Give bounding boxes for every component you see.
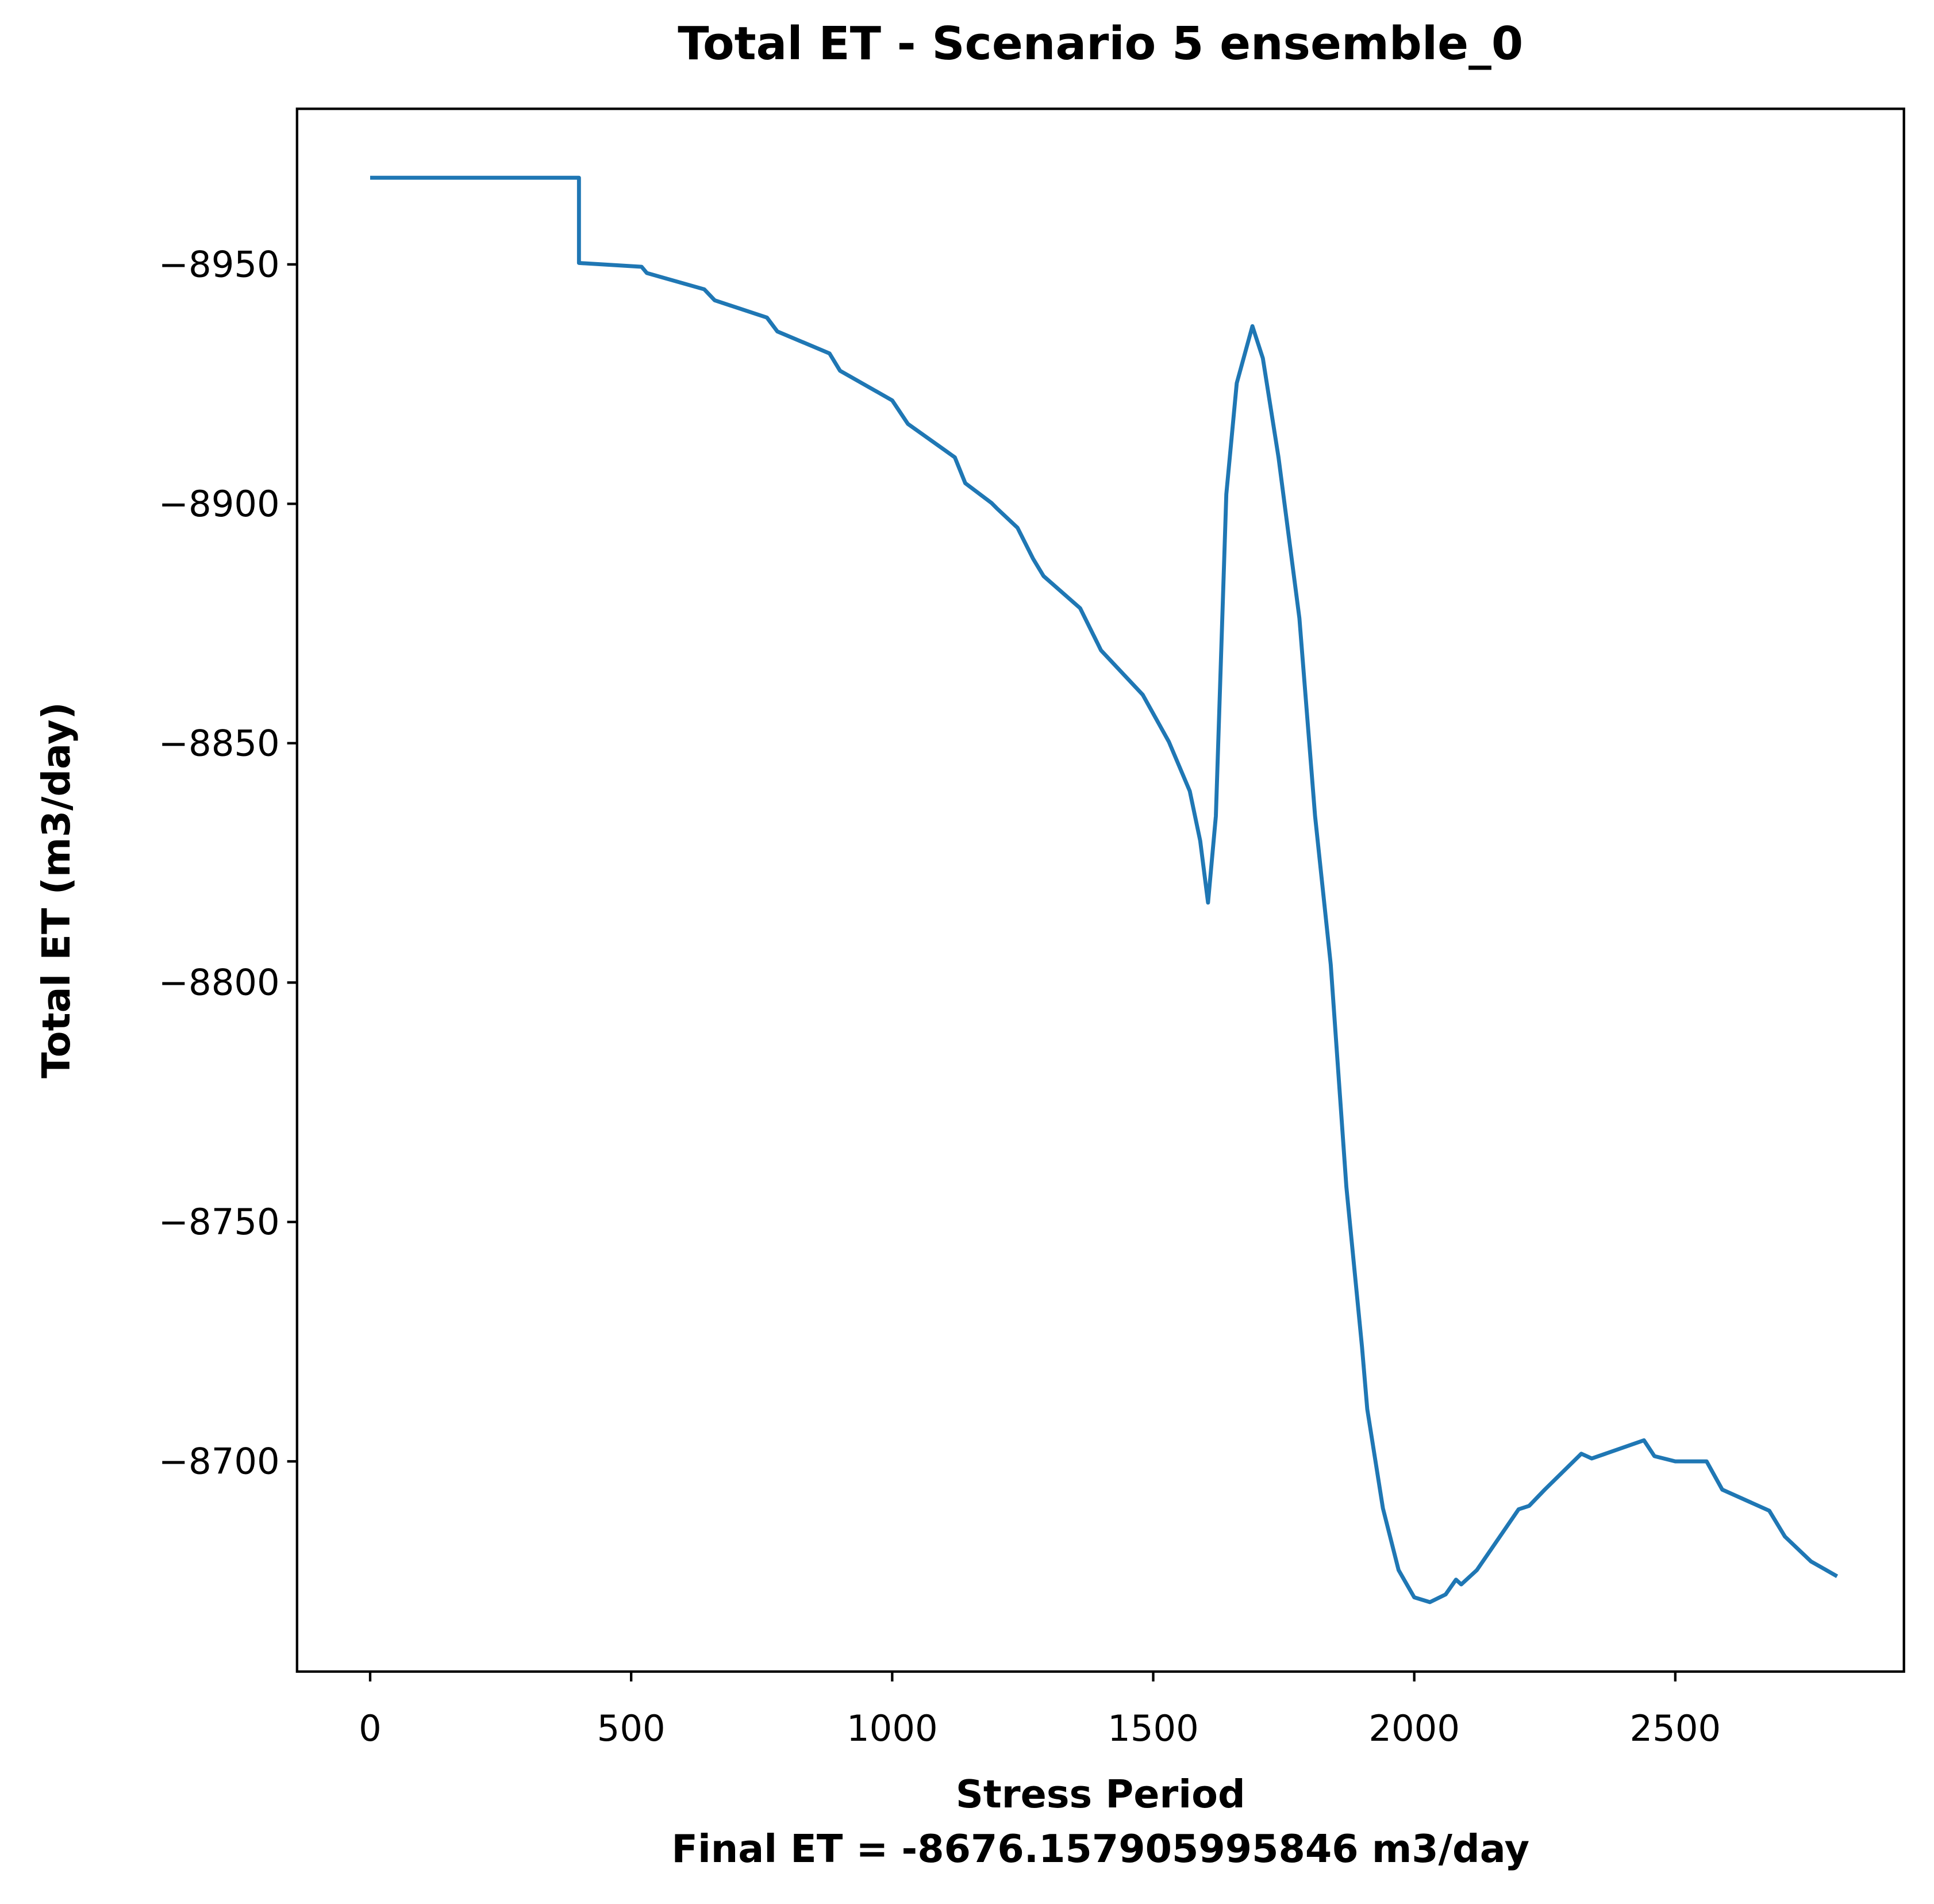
x-axis-label: Stress Period (956, 1772, 1245, 1817)
y-tick-label: −8700 (159, 1441, 280, 1483)
annotation: Final ET = -8676.157905995846 m3/day (671, 1826, 1529, 1871)
y-tick-label: −8800 (159, 962, 280, 1004)
x-tick-label: 2000 (1368, 1707, 1460, 1749)
y-tick-label: −8900 (159, 483, 280, 525)
x-tick-label: 2500 (1629, 1707, 1721, 1749)
data-line (370, 175, 1839, 1604)
x-tick-label: 500 (597, 1707, 666, 1749)
chart-title: Total ET - Scenario 5 ensemble_0 (678, 17, 1523, 70)
y-tick-label: −8850 (159, 722, 280, 764)
x-tick-label: 0 (359, 1707, 382, 1749)
y-tick-label: −8950 (159, 243, 280, 285)
x-tick-label: 1000 (847, 1707, 938, 1749)
plot-frame (295, 108, 1905, 1673)
x-tick-label: 1500 (1108, 1707, 1199, 1749)
y-axis-label: Total ET (m3/day) (34, 702, 79, 1078)
y-tick-label: −8750 (159, 1201, 280, 1243)
